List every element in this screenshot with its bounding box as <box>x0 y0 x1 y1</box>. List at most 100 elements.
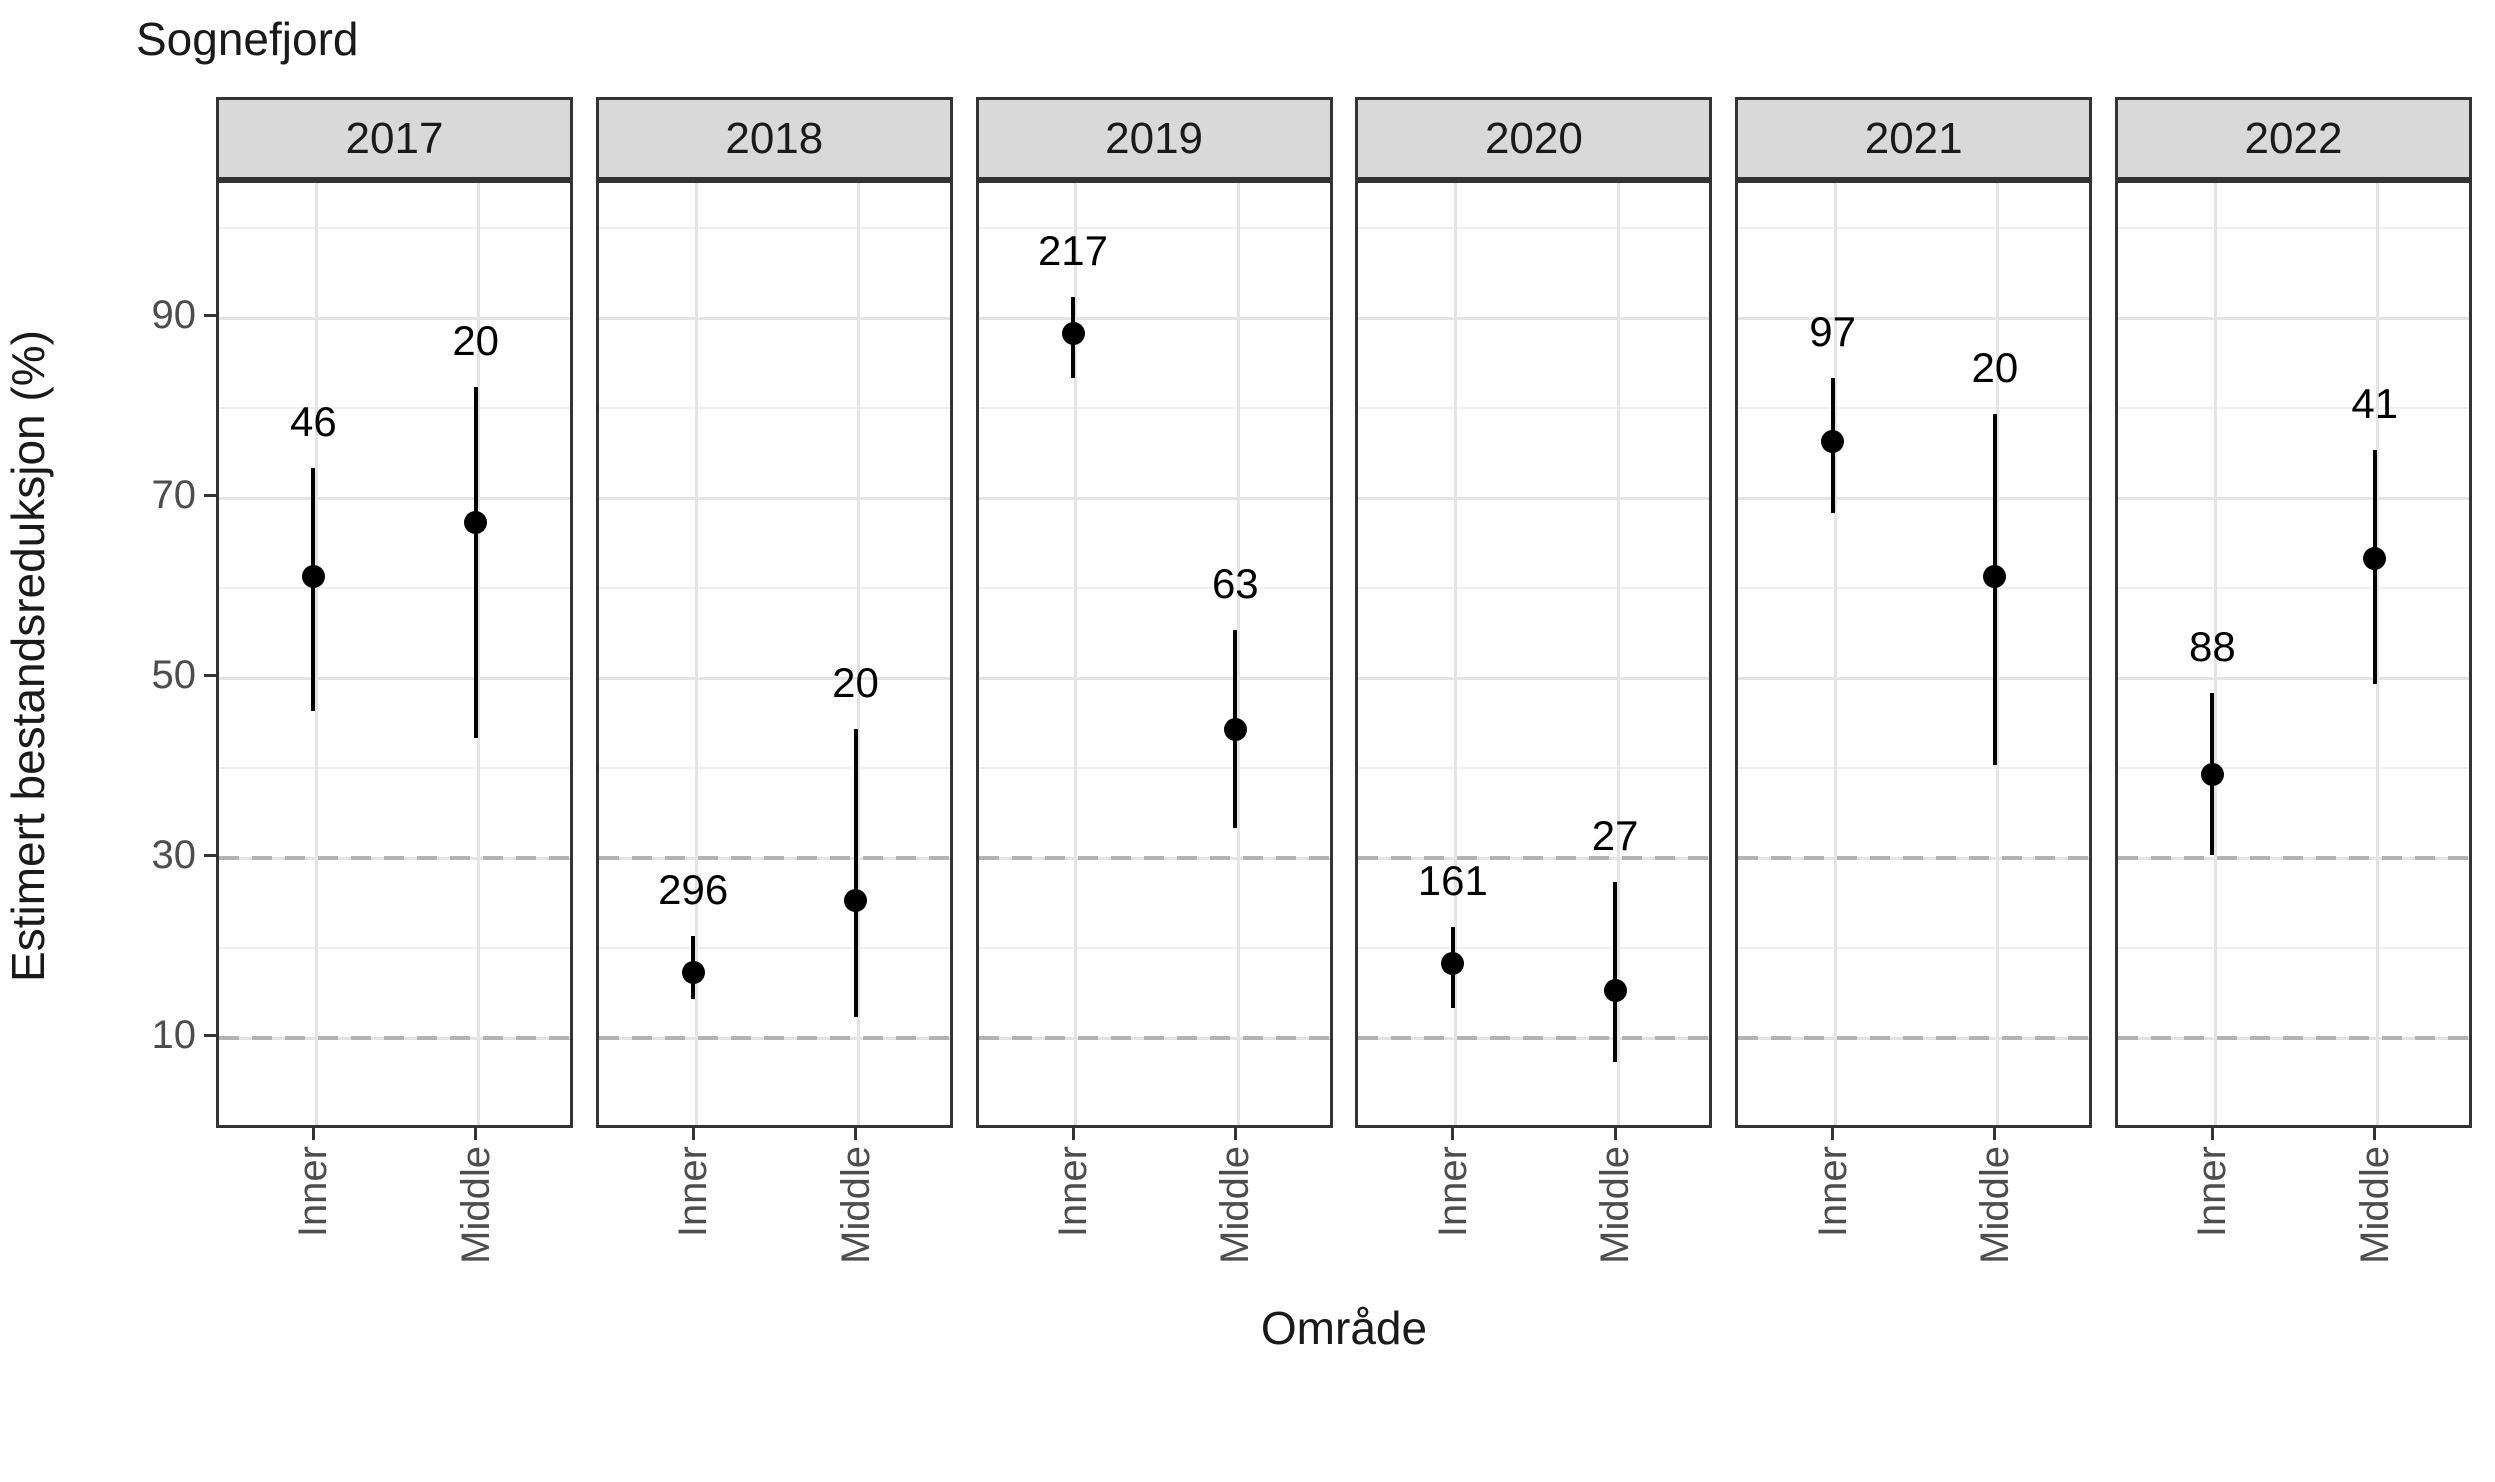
x-axis-tick-middle-2019 <box>1233 1128 1237 1140</box>
y-axis-tick-50 <box>204 673 216 677</box>
gridline-x-middle <box>477 183 481 1125</box>
count-label-2021-middle: 20 <box>1971 344 2019 391</box>
count-label-2021-inner: 97 <box>1809 308 1856 355</box>
gridline-minor-y-60 <box>2118 587 2469 589</box>
gridline-minor-y-0 <box>1738 1127 2089 1128</box>
reference-line-10 <box>2118 1036 2469 1040</box>
point-2022-middle <box>2363 546 2387 570</box>
x-tick-label-middle-2017: Middle <box>453 1146 498 1264</box>
x-tick-label-inner-2017: Inner <box>291 1146 336 1238</box>
facet-label-2017: 2017 <box>345 113 444 163</box>
x-tick-label-inner-2021: Inner <box>1810 1146 1855 1238</box>
facet-panel-2020 <box>1355 180 1713 1128</box>
point-2022-inner <box>2200 762 2224 786</box>
x-axis-tick-middle-2018 <box>854 1128 857 1140</box>
x-tick-label-inner-2018: Inner <box>671 1146 716 1238</box>
x-axis-tick-inner-2020 <box>1451 1128 1455 1140</box>
facet-panel-2017 <box>216 180 573 1128</box>
gridline-major-y-70 <box>219 496 570 500</box>
facet-panel-2019 <box>975 180 1333 1128</box>
gridline-minor-y-80 <box>598 407 950 409</box>
gridline-minor-y-0 <box>979 1127 1330 1128</box>
gridline-x-middle <box>1616 183 1620 1125</box>
gridline-minor-y-100 <box>219 227 570 229</box>
gridline-x-inner <box>1834 183 1838 1125</box>
gridline-major-y-50 <box>2118 676 2469 680</box>
gridline-minor-y-40 <box>1738 767 2090 769</box>
gridline-minor-y-80 <box>1738 407 2090 409</box>
gridline-minor-y-0 <box>219 1127 570 1128</box>
reference-line-10 <box>978 1036 1330 1040</box>
gridline-major-y-90 <box>2118 316 2469 320</box>
x-axis-tick-inner-2017 <box>311 1128 315 1140</box>
gridline-major-y-50 <box>978 676 1330 680</box>
gridline-minor-y-60 <box>1358 587 1710 589</box>
count-label-2017-middle: 20 <box>452 317 500 364</box>
gridline-minor-y-0 <box>599 1127 950 1128</box>
point-2017-middle <box>464 510 488 534</box>
gridline-x-inner <box>314 183 318 1125</box>
gridline-minor-y-0 <box>1358 1127 1709 1128</box>
gridline-x-inner <box>694 183 698 1125</box>
gridline-major-y-90 <box>1358 316 1710 320</box>
errorbar-2020-middle <box>1613 882 1618 1062</box>
point-2020-inner <box>1441 951 1465 975</box>
gridline-major-y-90 <box>1738 316 2090 320</box>
gridline-major-y-90 <box>598 316 950 320</box>
gridline-major-y-50 <box>598 676 950 680</box>
gridline-minor-y-100 <box>1738 227 2090 229</box>
facet-strip-2022: 2022 <box>2115 97 2472 180</box>
y-tick-label-90: 90 <box>151 293 197 337</box>
reference-line-10 <box>219 1036 570 1040</box>
facet-panel-2018 <box>595 180 953 1128</box>
x-tick-label-middle-2022: Middle <box>2352 1146 2397 1264</box>
reference-line-30 <box>2118 856 2469 860</box>
count-label-2019-inner: 217 <box>1037 227 1109 274</box>
gridline-major-y-90 <box>978 316 1330 320</box>
reference-line-30 <box>1738 856 2090 860</box>
reference-line-10 <box>1738 1036 2090 1040</box>
gridline-minor-y-0 <box>2118 1127 2469 1128</box>
gridline-major-y-70 <box>1738 496 2090 500</box>
gridline-minor-y-40 <box>978 767 1330 769</box>
y-axis-tick-90 <box>204 313 216 317</box>
gridline-minor-y-80 <box>219 407 570 409</box>
gridline-major-y-70 <box>2118 496 2469 500</box>
x-axis-tick-inner-2021 <box>1831 1128 1835 1140</box>
y-axis-tick-70 <box>204 493 216 497</box>
x-tick-label-middle-2021: Middle <box>1972 1146 2017 1264</box>
x-tick-label-middle-2018: Middle <box>833 1146 878 1264</box>
gridline-minor-y-60 <box>978 587 1330 589</box>
gridline-major-y-90 <box>219 316 570 320</box>
count-label-2019-middle: 63 <box>1211 560 1259 607</box>
count-label-2017-inner: 46 <box>290 398 337 445</box>
gridline-minor-y-40 <box>598 767 950 769</box>
point-2018-inner <box>681 960 705 984</box>
x-axis-tick-middle-2021 <box>1993 1128 1997 1140</box>
errorbar-2018-middle <box>853 729 858 1017</box>
gridline-minor-y-40 <box>1358 767 1710 769</box>
x-axis-tick-inner-2022 <box>2210 1128 2214 1140</box>
y-tick-label-10: 10 <box>151 1013 197 1057</box>
facet-strip-2020: 2020 <box>1355 97 1713 180</box>
count-label-2018-inner: 296 <box>658 866 729 913</box>
facet-label-2022: 2022 <box>2244 113 2343 163</box>
reference-line-10 <box>1358 1036 1710 1040</box>
facet-strip-2021: 2021 <box>1735 97 2093 180</box>
x-axis-tick-middle-2020 <box>1613 1128 1617 1140</box>
y-tick-label-50: 50 <box>151 653 197 697</box>
gridline-major-y-70 <box>1358 496 1710 500</box>
point-2019-inner <box>1061 321 1085 345</box>
facet-strip-2017: 2017 <box>216 97 573 180</box>
count-label-2020-inner: 161 <box>1417 857 1488 904</box>
gridline-minor-y-100 <box>2118 227 2469 229</box>
facet-label-2021: 2021 <box>1864 113 1963 163</box>
facet-label-2019: 2019 <box>1105 113 1204 163</box>
gridline-major-y-50 <box>1738 676 2090 680</box>
x-tick-label-inner-2020: Inner <box>1430 1146 1475 1238</box>
gridline-minor-y-20 <box>219 947 570 949</box>
gridline-minor-y-100 <box>978 227 1330 229</box>
gridline-x-inner <box>1074 183 1078 1125</box>
x-axis-tick-middle-2022 <box>2373 1128 2377 1140</box>
gridline-major-y-70 <box>598 496 950 500</box>
